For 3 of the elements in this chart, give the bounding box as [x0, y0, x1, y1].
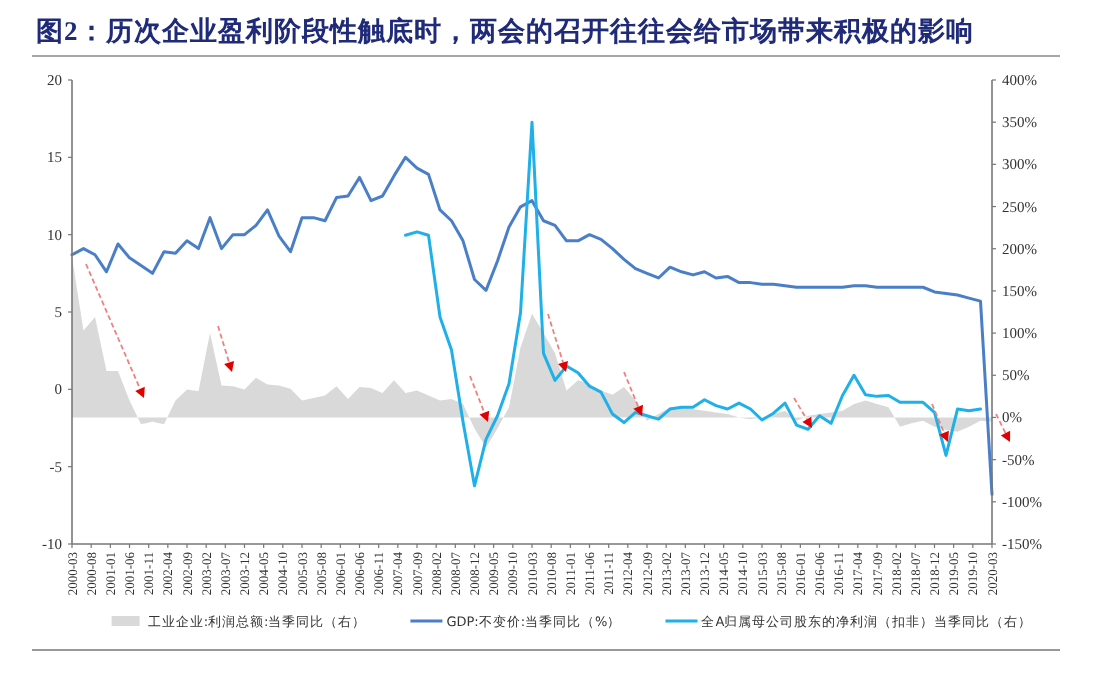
- line-series: [70, 155, 994, 497]
- line-series: [404, 120, 982, 488]
- chart-title: 图2：历次企业盈利阶段性触底时，两会的召开往往会给市场带来积极的影响: [36, 14, 974, 46]
